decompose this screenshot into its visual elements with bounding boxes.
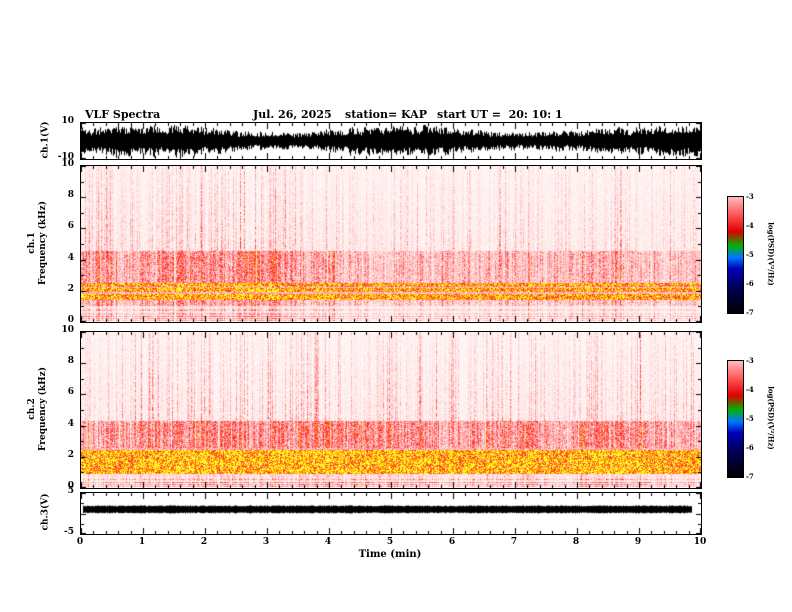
ch1-colorbar-tick-label: -7 [746, 308, 754, 317]
station-label: station= KAP [345, 108, 427, 121]
ch1-wave-y-tick-label: 10 [61, 116, 74, 126]
x-tick-label: 2 [200, 537, 208, 547]
ch1-spec-y-tick-label: 8 [67, 190, 74, 201]
ch1-colorbar [727, 196, 744, 314]
ch1-colorbar-tick-label: -4 [746, 221, 754, 230]
ch2-colorbar-label: log(PSD)(V²/Hz) [766, 386, 776, 450]
ch1-axis-line1: ch.1 [27, 232, 38, 254]
ch2-colorbar-tick-label: -5 [746, 414, 754, 423]
ch1-spec-y-tick-label: 0 [67, 315, 74, 325]
ch1-spec-y-tick-label: 10 [61, 159, 74, 169]
x-tick-label: 1 [138, 537, 146, 547]
ch2-colorbar-tick-label: -4 [746, 385, 754, 394]
x-tick-label: 0 [76, 537, 84, 547]
ch2-axis-line1: ch.2 [27, 398, 38, 420]
ch1-waveform-plot [81, 123, 701, 159]
ch2-spec-y-tick-label: 10 [61, 325, 74, 335]
ch2-colorbar-tick-label: -3 [746, 356, 754, 365]
x-tick-label: 4 [324, 537, 332, 547]
ch2-frequency-axis-label: ch.2 Frequency (kHz) [27, 367, 49, 451]
date-label: Jul. 26, 2025 [253, 108, 332, 121]
ch2-spectrogram-plot [81, 332, 701, 488]
ch2-colorbar-tick-label: -6 [746, 443, 754, 452]
ch1-wave-y-tick-label: -10 [57, 152, 74, 162]
ch1-spectrogram-panel [80, 165, 702, 323]
page-title: VLF Spectra [85, 108, 161, 121]
x-tick-label: 6 [448, 537, 456, 547]
ch1-frequency-axis-label: ch.1 Frequency (kHz) [27, 201, 49, 285]
ch2-colorbar [727, 360, 744, 478]
x-tick-label: 7 [510, 537, 518, 547]
ch1-spec-y-tick-label: 4 [67, 252, 74, 263]
x-tick-label: 3 [262, 537, 270, 547]
ch2-spec-y-tick-label: 6 [67, 387, 74, 398]
ch2-spectrogram-panel [80, 331, 702, 489]
ch1-spectrogram-plot [81, 166, 701, 322]
ch1-colorbar-label: log(PSD)(V²/Hz) [766, 222, 776, 286]
ch2-colorbar-tick-label: -7 [746, 472, 754, 481]
ch1-colorbar-tick-label: -3 [746, 192, 754, 201]
x-tick-label: 8 [572, 537, 580, 547]
ch1-spec-y-tick-label: 2 [67, 283, 74, 294]
x-tick-label: 9 [634, 537, 642, 547]
ch3-wave-y-tick-label: -5 [64, 527, 74, 537]
ch2-spec-y-tick-label: 0 [67, 481, 74, 491]
x-axis-label: Time (min) [358, 549, 422, 560]
start-ut-label: start UT = 20: 10: 1 [437, 108, 563, 121]
ch1-spec-y-tick-label: 6 [67, 221, 74, 232]
ch3-waveform-plot [81, 493, 701, 534]
x-tick-label: 5 [386, 537, 394, 547]
ch3-voltage-axis-label: ch.3(V) [40, 493, 51, 531]
ch2-spec-y-tick-label: 4 [67, 418, 74, 429]
ch1-voltage-panel [80, 122, 702, 160]
x-tick-label: 10 [693, 537, 707, 547]
ch2-spec-y-tick-label: 2 [67, 449, 74, 460]
ch1-colorbar-tick-label: -5 [746, 250, 754, 259]
ch1-colorbar-tick-label: -6 [746, 279, 754, 288]
ch3-voltage-panel [80, 492, 702, 535]
ch2-spec-y-tick-label: 8 [67, 356, 74, 367]
ch2-axis-line2: Frequency (kHz) [38, 366, 48, 452]
ch3-wave-y-tick-label: 5 [67, 486, 74, 496]
ch1-axis-line2: Frequency (kHz) [38, 200, 48, 286]
